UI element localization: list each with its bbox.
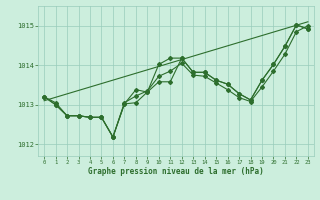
X-axis label: Graphe pression niveau de la mer (hPa): Graphe pression niveau de la mer (hPa) — [88, 167, 264, 176]
